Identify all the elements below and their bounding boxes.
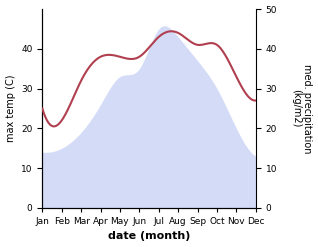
Y-axis label: med. precipitation
(kg/m2): med. precipitation (kg/m2) [291, 64, 313, 153]
X-axis label: date (month): date (month) [108, 231, 190, 242]
Y-axis label: max temp (C): max temp (C) [5, 75, 16, 142]
